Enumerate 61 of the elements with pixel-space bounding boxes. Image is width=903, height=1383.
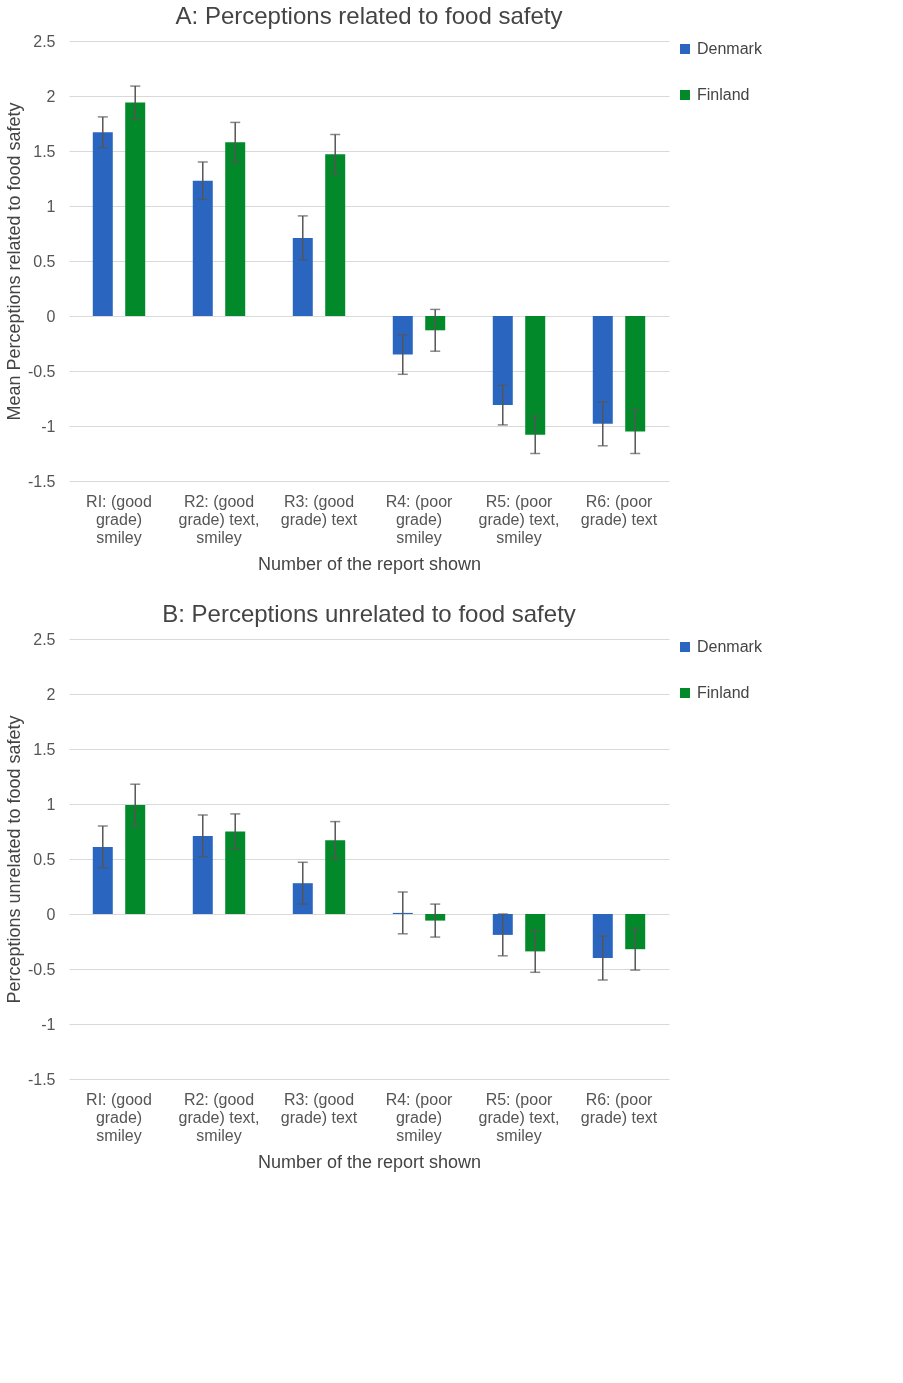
x-tick-label: RI: (good grade) smiley (86, 1090, 152, 1144)
y-tick-label: 1.5 (33, 142, 56, 160)
y-tick-label: 2 (46, 685, 56, 703)
x-tick-label: R6: (poor grade) text (580, 492, 658, 528)
bar (292, 237, 313, 316)
bar (192, 180, 213, 316)
y-tick-label: 1 (46, 795, 56, 813)
y-tick-label: -0.5 (27, 960, 56, 978)
y-tick-label: 1 (46, 197, 56, 215)
x-tick-label: R2: (good grade) text, smiley (178, 1090, 260, 1144)
y-tick-label: 0 (46, 905, 56, 923)
y-tick-label: 2 (46, 87, 56, 105)
bar (592, 914, 613, 958)
x-tick-label: R4: (poor grade) smiley (385, 1090, 454, 1144)
x-tick-label: R6: (poor grade) text (580, 1090, 658, 1126)
x-tick-label: R5: (poor grade) text, smiley (478, 492, 560, 546)
y-tick-label: -1 (41, 1015, 56, 1033)
x-tick-label: R2: (good grade) text, smiley (178, 492, 260, 546)
bar (325, 154, 346, 316)
y-axis-title: Perceptions unrelated to food safety (3, 715, 24, 1004)
bar (292, 883, 313, 914)
x-axis-title: Number of the report shown (257, 1151, 482, 1172)
y-tick-label: 0.5 (33, 850, 56, 868)
x-tick-label: R4: (poor grade) smiley (385, 492, 454, 546)
bar (625, 914, 646, 950)
bar (192, 835, 213, 914)
legend-label: Finland (697, 86, 750, 103)
bar (325, 840, 346, 914)
bar (525, 914, 546, 952)
bar (225, 142, 246, 316)
bar (625, 316, 646, 432)
y-tick-label: -1.5 (27, 472, 56, 490)
y-axis-title: Mean Perceptions related to food safety (3, 102, 24, 421)
y-tick-label: 0 (46, 307, 56, 325)
bar (525, 316, 546, 435)
x-tick-label: R3: (good grade) text (280, 1090, 358, 1126)
x-tick-label: R3: (good grade) text (280, 492, 358, 528)
bar (225, 831, 246, 914)
y-tick-label: 2.5 (33, 32, 56, 50)
bar (392, 316, 413, 355)
bar (92, 132, 113, 316)
chart-title: A: Perceptions related to food safety (175, 2, 563, 29)
y-tick-label: -1 (41, 417, 56, 435)
x-tick-label: R5: (poor grade) text, smiley (478, 1090, 560, 1144)
bar (425, 914, 446, 921)
legend-label: Denmark (697, 40, 763, 57)
bar (125, 102, 146, 316)
chart-title: B: Perceptions unrelated to food safety (162, 600, 576, 627)
bar (492, 316, 513, 406)
bar (92, 846, 113, 914)
y-tick-label: -1.5 (27, 1070, 56, 1088)
y-tick-label: -0.5 (27, 362, 56, 380)
x-axis-title: Number of the report shown (257, 553, 482, 574)
legend-label: Denmark (697, 638, 763, 655)
y-tick-label: 1.5 (33, 740, 56, 758)
bar (125, 805, 146, 914)
y-tick-label: 0.5 (33, 252, 56, 270)
x-tick-label: RI: (good grade) smiley (86, 492, 152, 546)
y-tick-label: 2.5 (33, 630, 56, 648)
bar (592, 316, 613, 424)
legend-label: Finland (697, 684, 750, 701)
